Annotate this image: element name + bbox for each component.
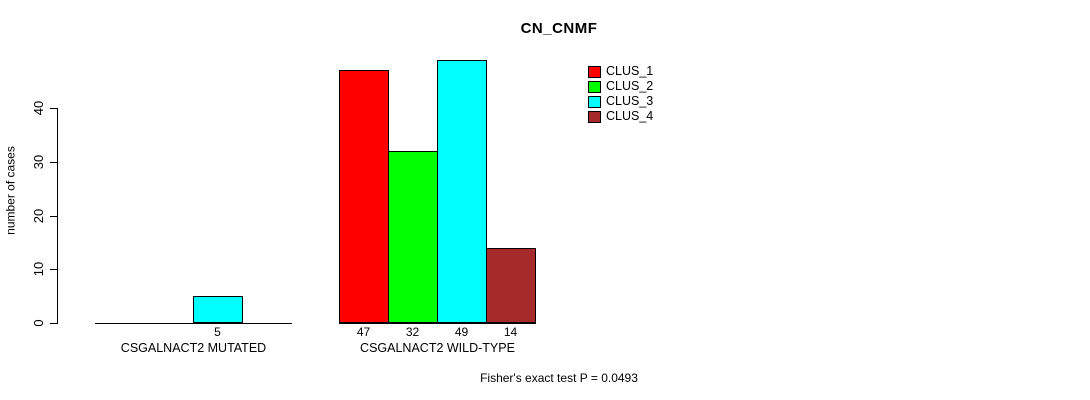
y-axis-tick	[50, 162, 57, 163]
bar-value-label: 32	[405, 325, 420, 339]
y-tick-label: 20	[31, 208, 46, 224]
legend-item-clus_3: CLUS_3	[588, 94, 653, 109]
bar-value-label: 49	[454, 325, 469, 339]
bar-clus_1-group2	[339, 70, 389, 323]
x-axis-baseline	[95, 323, 292, 324]
legend-swatch-icon	[588, 110, 601, 123]
stat-test-annotation: Fisher's exact test P = 0.0493	[480, 371, 638, 385]
y-axis-tick	[50, 108, 57, 109]
x-group-label: CSGALNACT2 MUTATED	[120, 341, 267, 355]
y-axis-line	[57, 108, 58, 324]
legend-item-clus_4: CLUS_4	[588, 109, 653, 124]
bar-clus_3-group2	[437, 60, 487, 323]
legend-swatch-icon	[588, 80, 601, 93]
y-axis-tick	[50, 269, 57, 270]
bar-value-label: 5	[214, 325, 221, 339]
legend-item-clus_2: CLUS_2	[588, 79, 653, 94]
x-axis-baseline	[339, 323, 536, 324]
legend-item-clus_1: CLUS_1	[588, 64, 653, 79]
y-tick-label: 30	[31, 154, 46, 170]
bar-clus_2-group2	[388, 151, 438, 323]
bar-value-label: 14	[503, 325, 518, 339]
y-tick-label: 40	[31, 100, 46, 116]
x-group-label: CSGALNACT2 WILD-TYPE	[360, 341, 515, 355]
legend-label: CLUS_1	[606, 64, 654, 78]
legend-label: CLUS_4	[606, 109, 654, 123]
legend-label: CLUS_3	[606, 94, 654, 108]
bar-clus_3-group1	[193, 296, 243, 323]
legend: CLUS_1 CLUS_2 CLUS_3 CLUS_4	[588, 64, 653, 124]
legend-swatch-icon	[588, 65, 601, 78]
y-axis-tick	[50, 216, 57, 217]
bar-clus_4-group2	[486, 248, 536, 323]
legend-swatch-icon	[588, 95, 601, 108]
y-tick-label: 0	[31, 319, 46, 327]
chart-title: CN_CNMF	[520, 20, 598, 37]
y-axis-tick	[50, 323, 57, 324]
bar-value-label: 47	[356, 325, 371, 339]
legend-label: CLUS_2	[606, 79, 654, 93]
y-tick-label: 10	[31, 261, 46, 277]
